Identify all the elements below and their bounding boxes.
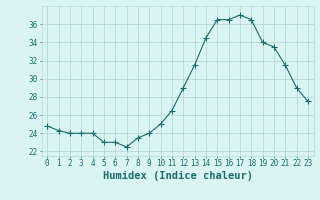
X-axis label: Humidex (Indice chaleur): Humidex (Indice chaleur) xyxy=(103,171,252,181)
